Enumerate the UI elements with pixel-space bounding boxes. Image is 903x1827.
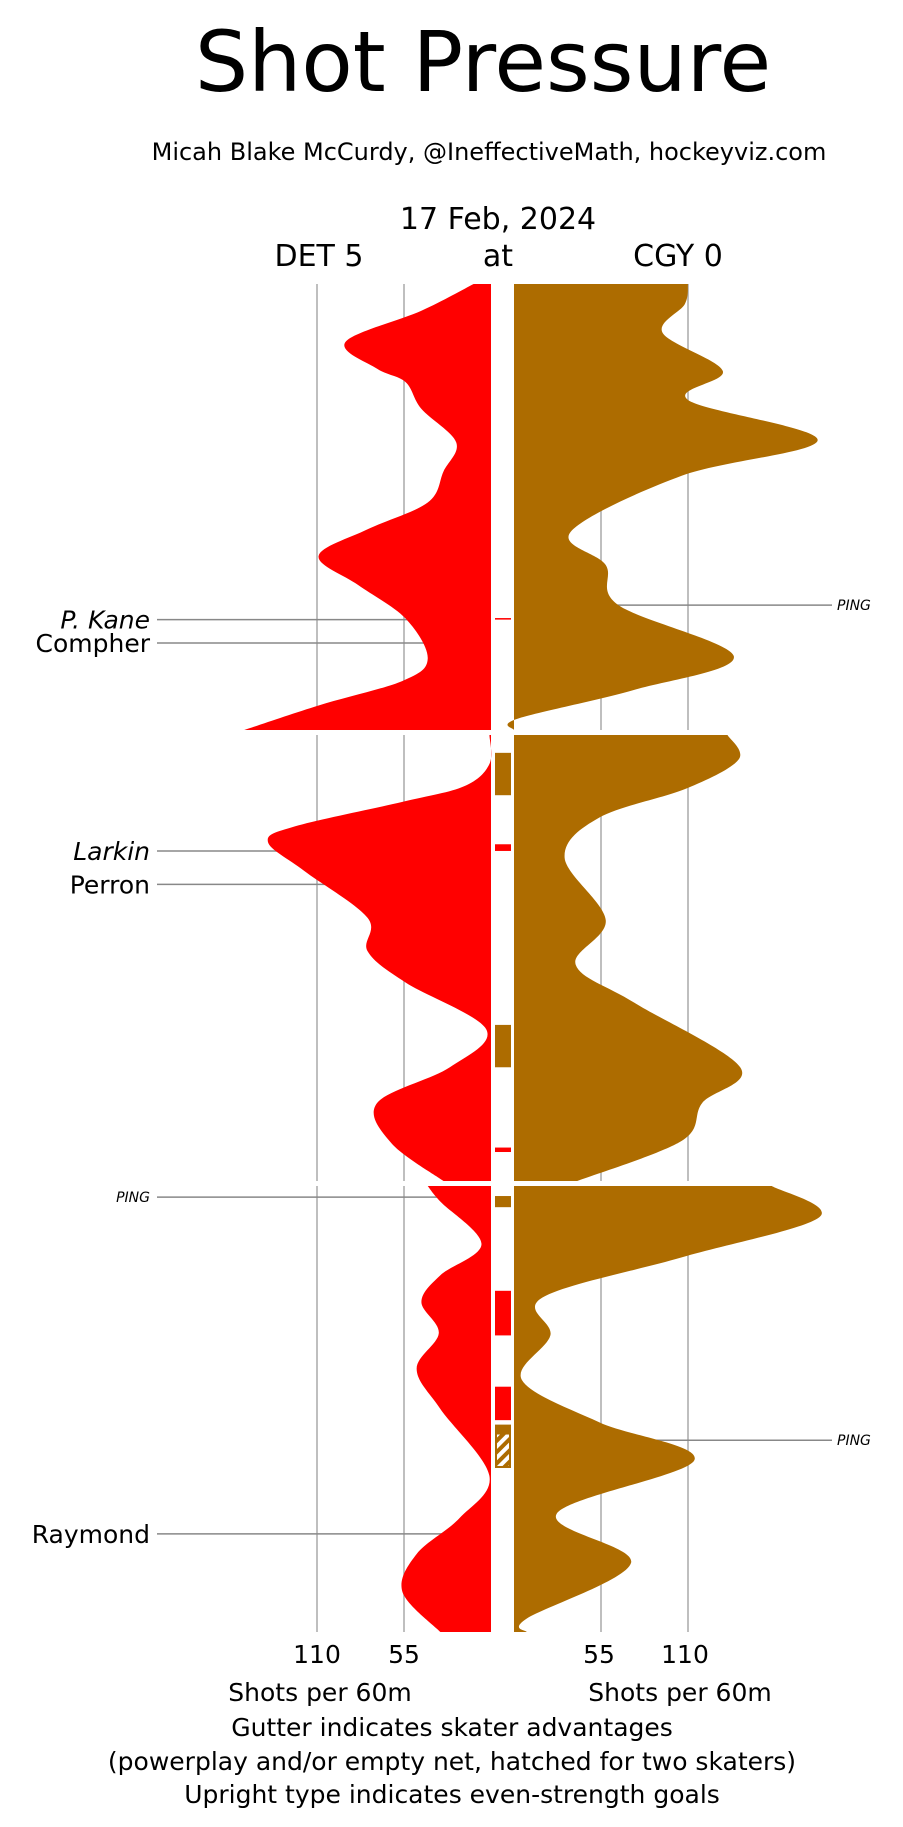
pressure-areas: [244, 284, 822, 1632]
cgy-advantage: [495, 1196, 511, 1208]
cgy-pressure-area-period-2: [514, 735, 743, 1181]
cgy-pressure-area-period-1: [507, 284, 818, 730]
goal-label-det: Perron: [70, 870, 150, 899]
at-label: at: [483, 239, 513, 274]
chart-subtitle: Micah Blake McCurdy, @IneffectiveMath, h…: [152, 138, 827, 166]
xtick-right-55: 55: [583, 1640, 615, 1669]
det-advantage: [495, 618, 511, 620]
det-advantage: [495, 844, 511, 851]
det-pressure-area-period-1: [244, 284, 491, 730]
cgy-advantage: [495, 1424, 511, 1434]
away-team-score: DET 5: [274, 239, 363, 274]
xlabel-left: Shots per 60m: [228, 1678, 411, 1707]
advantage-gutter: [495, 618, 511, 1468]
note-upright: Upright type indicates even-strength goa…: [184, 1780, 720, 1809]
cgy-two-skater-advantage: [495, 1432, 511, 1468]
goal-label-det: Compher: [36, 629, 151, 658]
goal-label-det: Larkin: [73, 837, 150, 866]
goal-label-cgy: PING: [837, 598, 871, 614]
game-date: 17 Feb, 2024: [400, 202, 596, 237]
det-pressure-area-period-2: [267, 735, 492, 1181]
det-advantage: [495, 1147, 511, 1153]
cgy-advantage: [495, 752, 511, 796]
det-advantage: [495, 1386, 511, 1421]
cgy-advantage: [495, 1024, 511, 1068]
cgy-pressure-area-period-3: [514, 1186, 822, 1632]
xtick-left-110: 110: [293, 1640, 341, 1669]
goal-label-cgy: PING: [837, 1433, 871, 1449]
det-advantage: [495, 1290, 511, 1336]
det-pressure-area-period-3: [401, 1186, 491, 1632]
xtick-right-110: 110: [661, 1640, 709, 1669]
goal-label-det: P. Kane: [60, 606, 150, 635]
goal-label-det: PING: [116, 1190, 150, 1206]
note-gutter: Gutter indicates skater advantages: [231, 1713, 673, 1742]
home-team-score: CGY 0: [633, 239, 723, 274]
goal-label-det: Raymond: [32, 1520, 150, 1549]
xlabel-right: Shots per 60m: [588, 1678, 771, 1707]
note-hatched: (powerplay and/or empty net, hatched for…: [108, 1747, 796, 1776]
chart-title: Shot Pressure: [195, 13, 771, 111]
xtick-left-55: 55: [388, 1640, 420, 1669]
